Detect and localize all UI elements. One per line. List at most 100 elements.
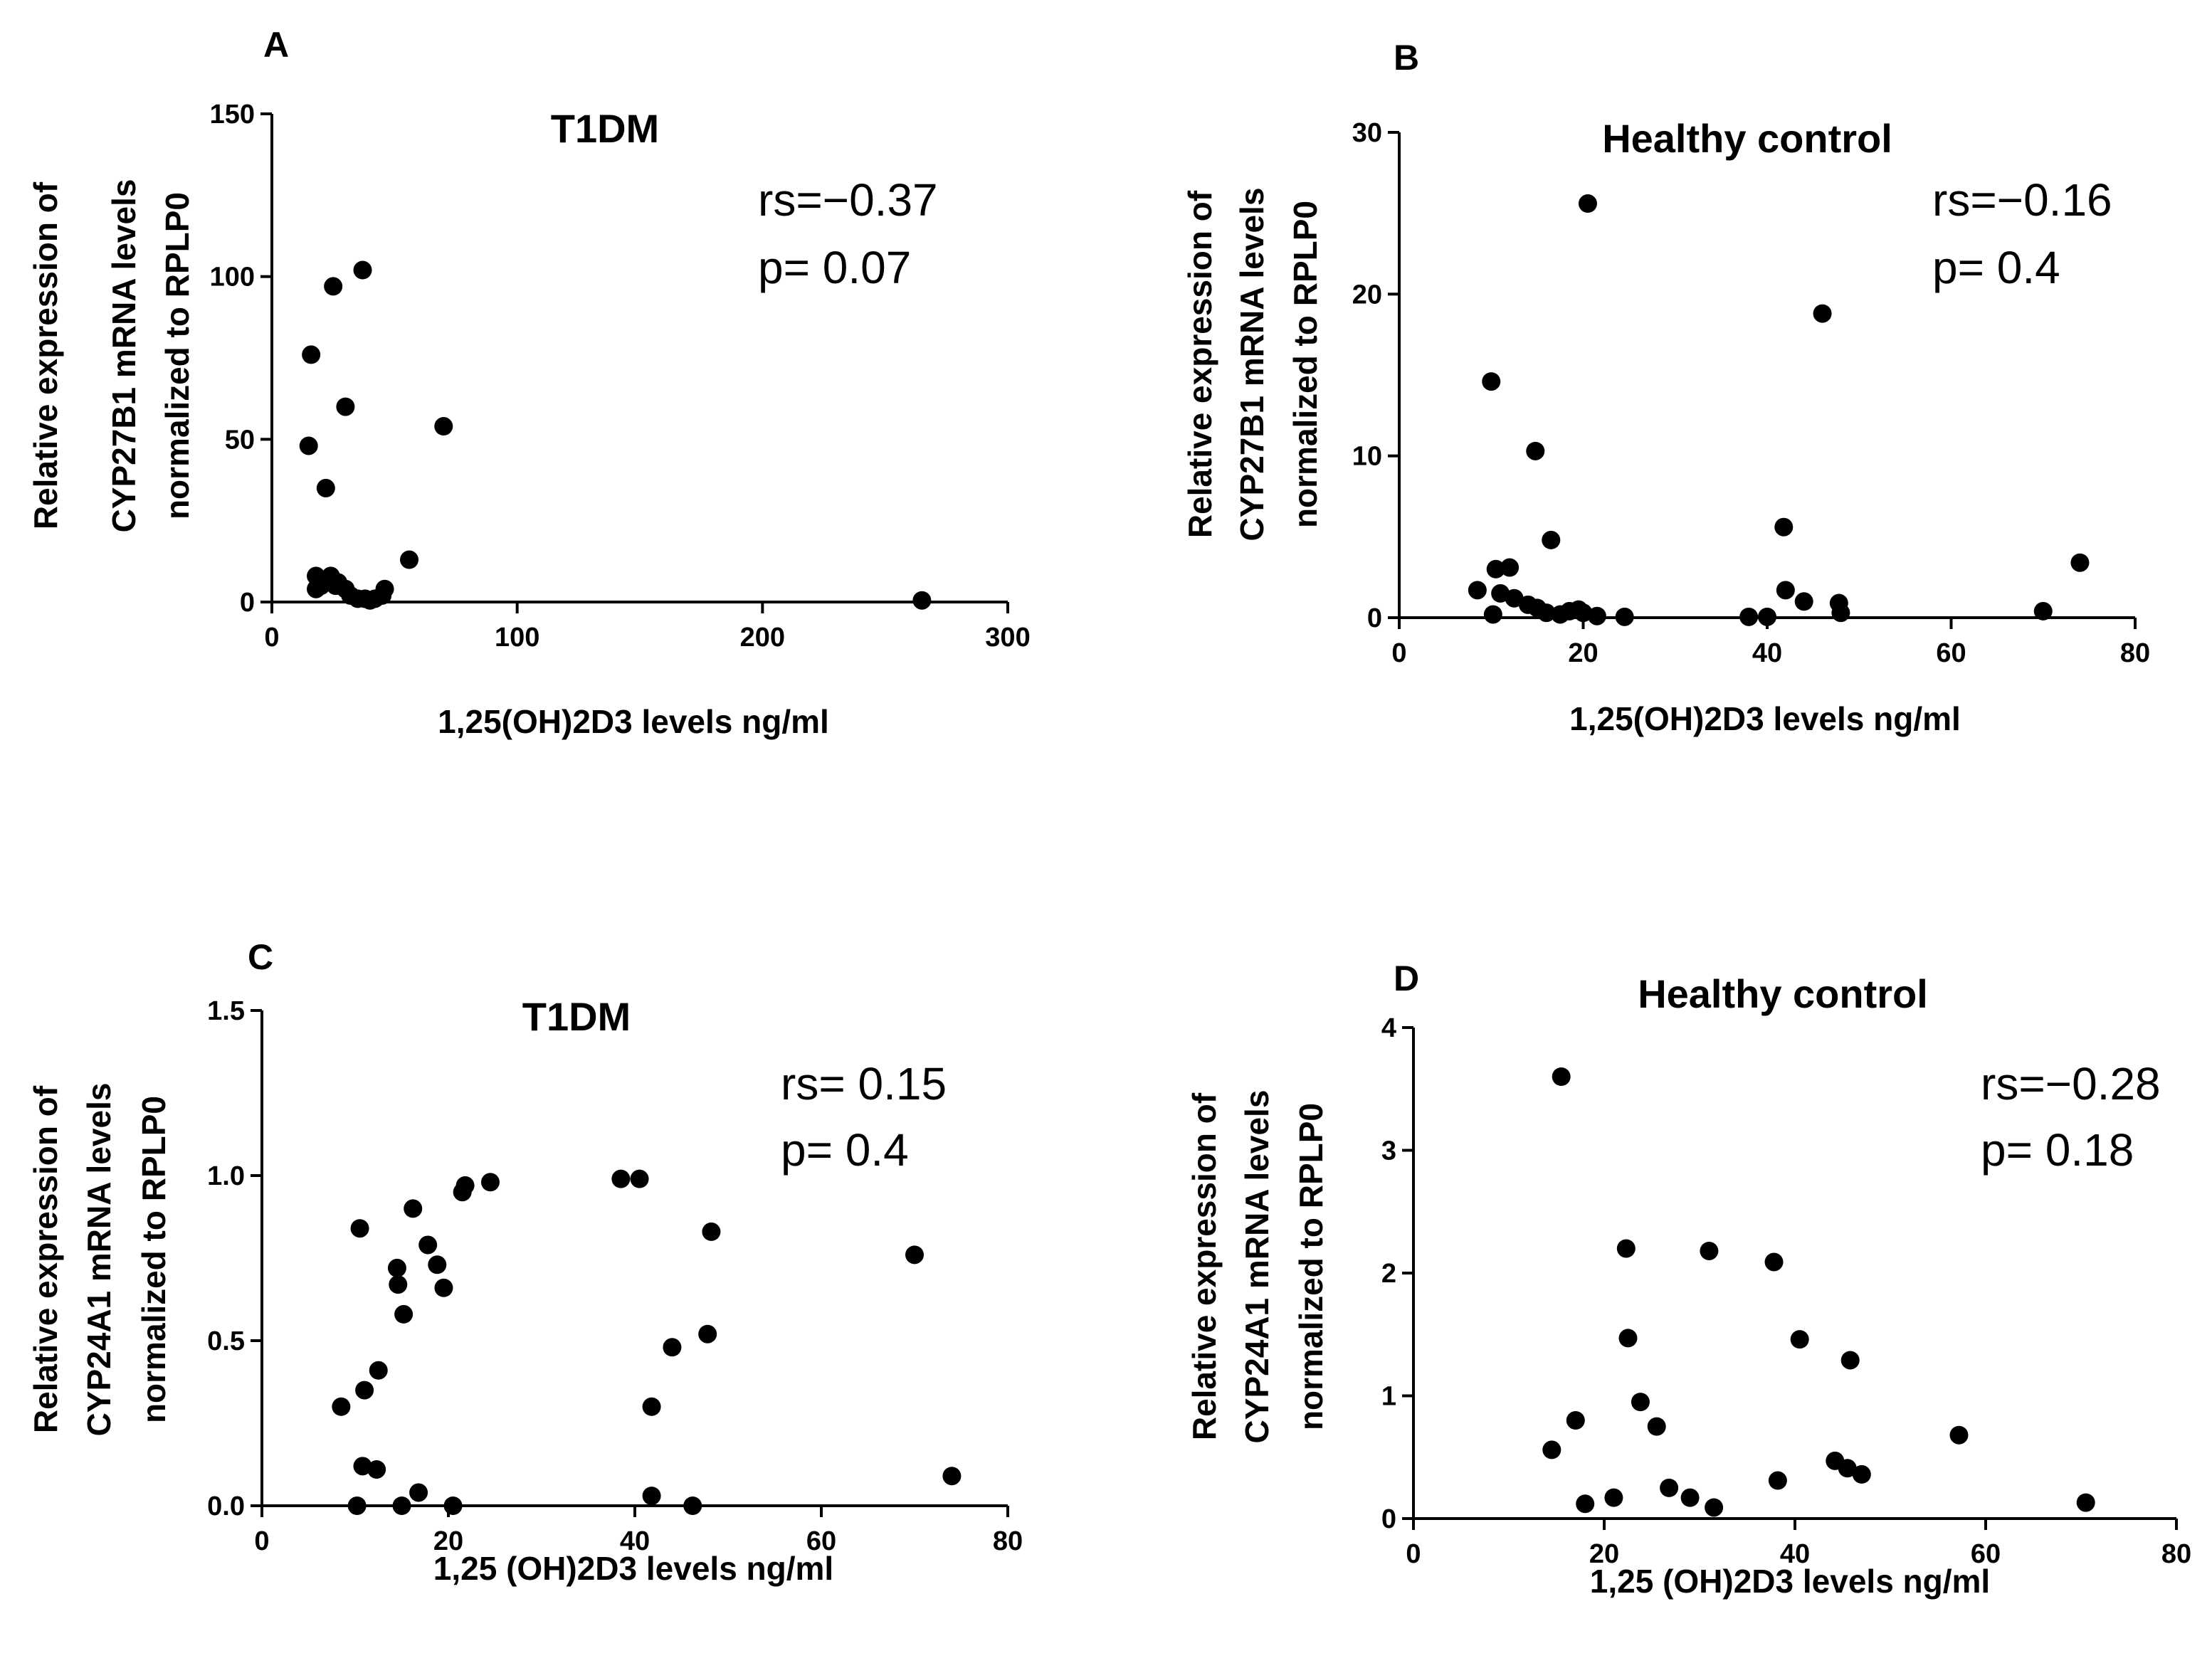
- data-point-c: [392, 1497, 411, 1515]
- stat-rs-b: rs=−0.16: [1932, 174, 2112, 226]
- y-tick-label-a: 0: [240, 588, 255, 618]
- data-point-c: [905, 1245, 924, 1265]
- y-tick-label-d: 4: [1381, 1013, 1396, 1043]
- y-axis-title-line-d: Relative expression of: [1186, 1092, 1223, 1440]
- y-axis-title-line-b: normalized to RPLP0: [1287, 201, 1324, 528]
- x-tick-label-c: 80: [993, 1526, 1023, 1556]
- x-tick-label-d: 40: [1780, 1539, 1810, 1569]
- data-point-b: [1758, 607, 1776, 626]
- data-point-d: [1840, 1351, 1860, 1370]
- y-axis-title-line-a: Relative expression of: [27, 181, 64, 529]
- data-point-a: [336, 397, 355, 416]
- data-point-c: [663, 1338, 682, 1357]
- y-axis-title-line-b: Relative expression of: [1181, 190, 1218, 538]
- x-tick-label-c: 20: [433, 1526, 463, 1556]
- data-point-c: [350, 1219, 369, 1238]
- data-point-d: [1790, 1330, 1809, 1349]
- data-point-b: [2070, 553, 2090, 572]
- y-tick-label-b: 0: [1367, 603, 1382, 633]
- data-point-d: [1552, 1067, 1571, 1086]
- data-point-c: [611, 1169, 631, 1188]
- panel-b: B Healthy control 0 20 40 60 80 0 10 20 30 1,25(OH)…: [1181, 38, 2150, 737]
- data-point-d: [1705, 1498, 1724, 1517]
- data-point-c: [418, 1235, 438, 1255]
- y-tick-label-c: 0.5: [207, 1326, 245, 1356]
- data-point-d: [1618, 1329, 1638, 1348]
- x-tick-label-a: 200: [740, 623, 785, 653]
- data-point-b: [1468, 581, 1487, 600]
- data-point-b: [2033, 601, 2053, 621]
- data-point-d: [1700, 1241, 1719, 1260]
- data-point-c: [367, 1460, 386, 1479]
- data-point-b: [1813, 304, 1832, 323]
- panel-title-d: Healthy control: [1638, 971, 1928, 1016]
- data-point-b: [1500, 558, 1520, 577]
- data-point-d: [1616, 1239, 1636, 1258]
- x-tick-label-b: 80: [2120, 638, 2150, 668]
- data-point-c: [409, 1483, 428, 1502]
- y-tick-label-c: 1.5: [207, 996, 245, 1026]
- x-tick-label-b: 20: [1568, 638, 1598, 668]
- data-point-c: [428, 1255, 447, 1274]
- y-tick-label-a: 50: [225, 425, 255, 455]
- data-point-d: [1852, 1464, 1871, 1484]
- data-point-c: [389, 1275, 408, 1294]
- data-point-a: [434, 417, 453, 436]
- data-point-c: [942, 1467, 962, 1486]
- data-point-d: [2076, 1493, 2095, 1512]
- data-point-a: [400, 550, 419, 569]
- y-axis-title-line-c: Relative expression of: [27, 1085, 64, 1433]
- data-point-d: [1764, 1252, 1784, 1272]
- x-tick-label-b: 60: [1936, 638, 1966, 668]
- y-tick-label-a: 150: [210, 100, 255, 130]
- y-tick-label-b: 10: [1352, 442, 1382, 472]
- data-point-c: [630, 1169, 649, 1188]
- data-point-b: [1537, 603, 1556, 623]
- y-tick-label-d: 0: [1381, 1504, 1396, 1534]
- x-tick-label-c: 40: [620, 1526, 650, 1556]
- data-point-a: [324, 277, 343, 296]
- x-tick-label-a: 0: [264, 623, 279, 653]
- panel-letter-a: A: [263, 25, 289, 65]
- y-tick-label-b: 30: [1352, 118, 1382, 148]
- data-point-c: [353, 1457, 372, 1476]
- data-point-b: [1794, 592, 1813, 611]
- x-axis-title-c: 1,25 (OH)2D3 levels ng/ml: [433, 1550, 833, 1587]
- data-point-d: [1660, 1478, 1679, 1497]
- data-point-c: [347, 1497, 367, 1515]
- data-point-b: [1483, 605, 1502, 624]
- data-point-b: [1774, 517, 1794, 537]
- data-point-b: [1587, 606, 1606, 626]
- data-point-d: [1566, 1411, 1585, 1430]
- y-tick-label-d: 3: [1381, 1136, 1396, 1166]
- panel-a: A T1DM 0 100 200 300 0 50 100 150 1,25(OH)2D3 leve…: [27, 25, 1031, 740]
- x-axis-title-a: 1,25(OH)2D3 levels ng/ml: [438, 703, 829, 740]
- data-point-a: [353, 260, 372, 280]
- data-point-c: [642, 1397, 661, 1416]
- y-tick-label-b: 20: [1352, 280, 1382, 310]
- data-point-c: [434, 1278, 453, 1297]
- y-axis-title-line-d: normalized to RPLP0: [1292, 1103, 1329, 1430]
- x-tick-label-d: 60: [1971, 1539, 2001, 1569]
- data-point-c: [394, 1304, 414, 1324]
- data-point-d: [1604, 1488, 1623, 1507]
- data-point-c: [387, 1258, 406, 1277]
- data-point-c: [404, 1199, 423, 1218]
- data-point-c: [355, 1381, 374, 1400]
- data-point-a: [912, 591, 932, 610]
- data-point-a: [375, 579, 394, 598]
- panel-letter-d: D: [1394, 959, 1419, 998]
- stat-p-c: p= 0.4: [781, 1124, 909, 1176]
- y-tick-label-c: 1.0: [207, 1161, 245, 1191]
- y-tick-label-d: 1: [1381, 1382, 1396, 1412]
- x-tick-label-d: 0: [1406, 1539, 1421, 1569]
- data-point-b: [1574, 603, 1593, 623]
- x-tick-label-d: 20: [1589, 1539, 1619, 1569]
- y-axis-title-line-a: normalized to RPLP0: [159, 192, 196, 519]
- stat-p-a: p= 0.07: [758, 242, 911, 293]
- data-point-c: [698, 1324, 717, 1344]
- data-point-d: [1631, 1393, 1650, 1412]
- y-tick-label-d: 2: [1381, 1259, 1396, 1289]
- data-point-b: [1615, 607, 1634, 626]
